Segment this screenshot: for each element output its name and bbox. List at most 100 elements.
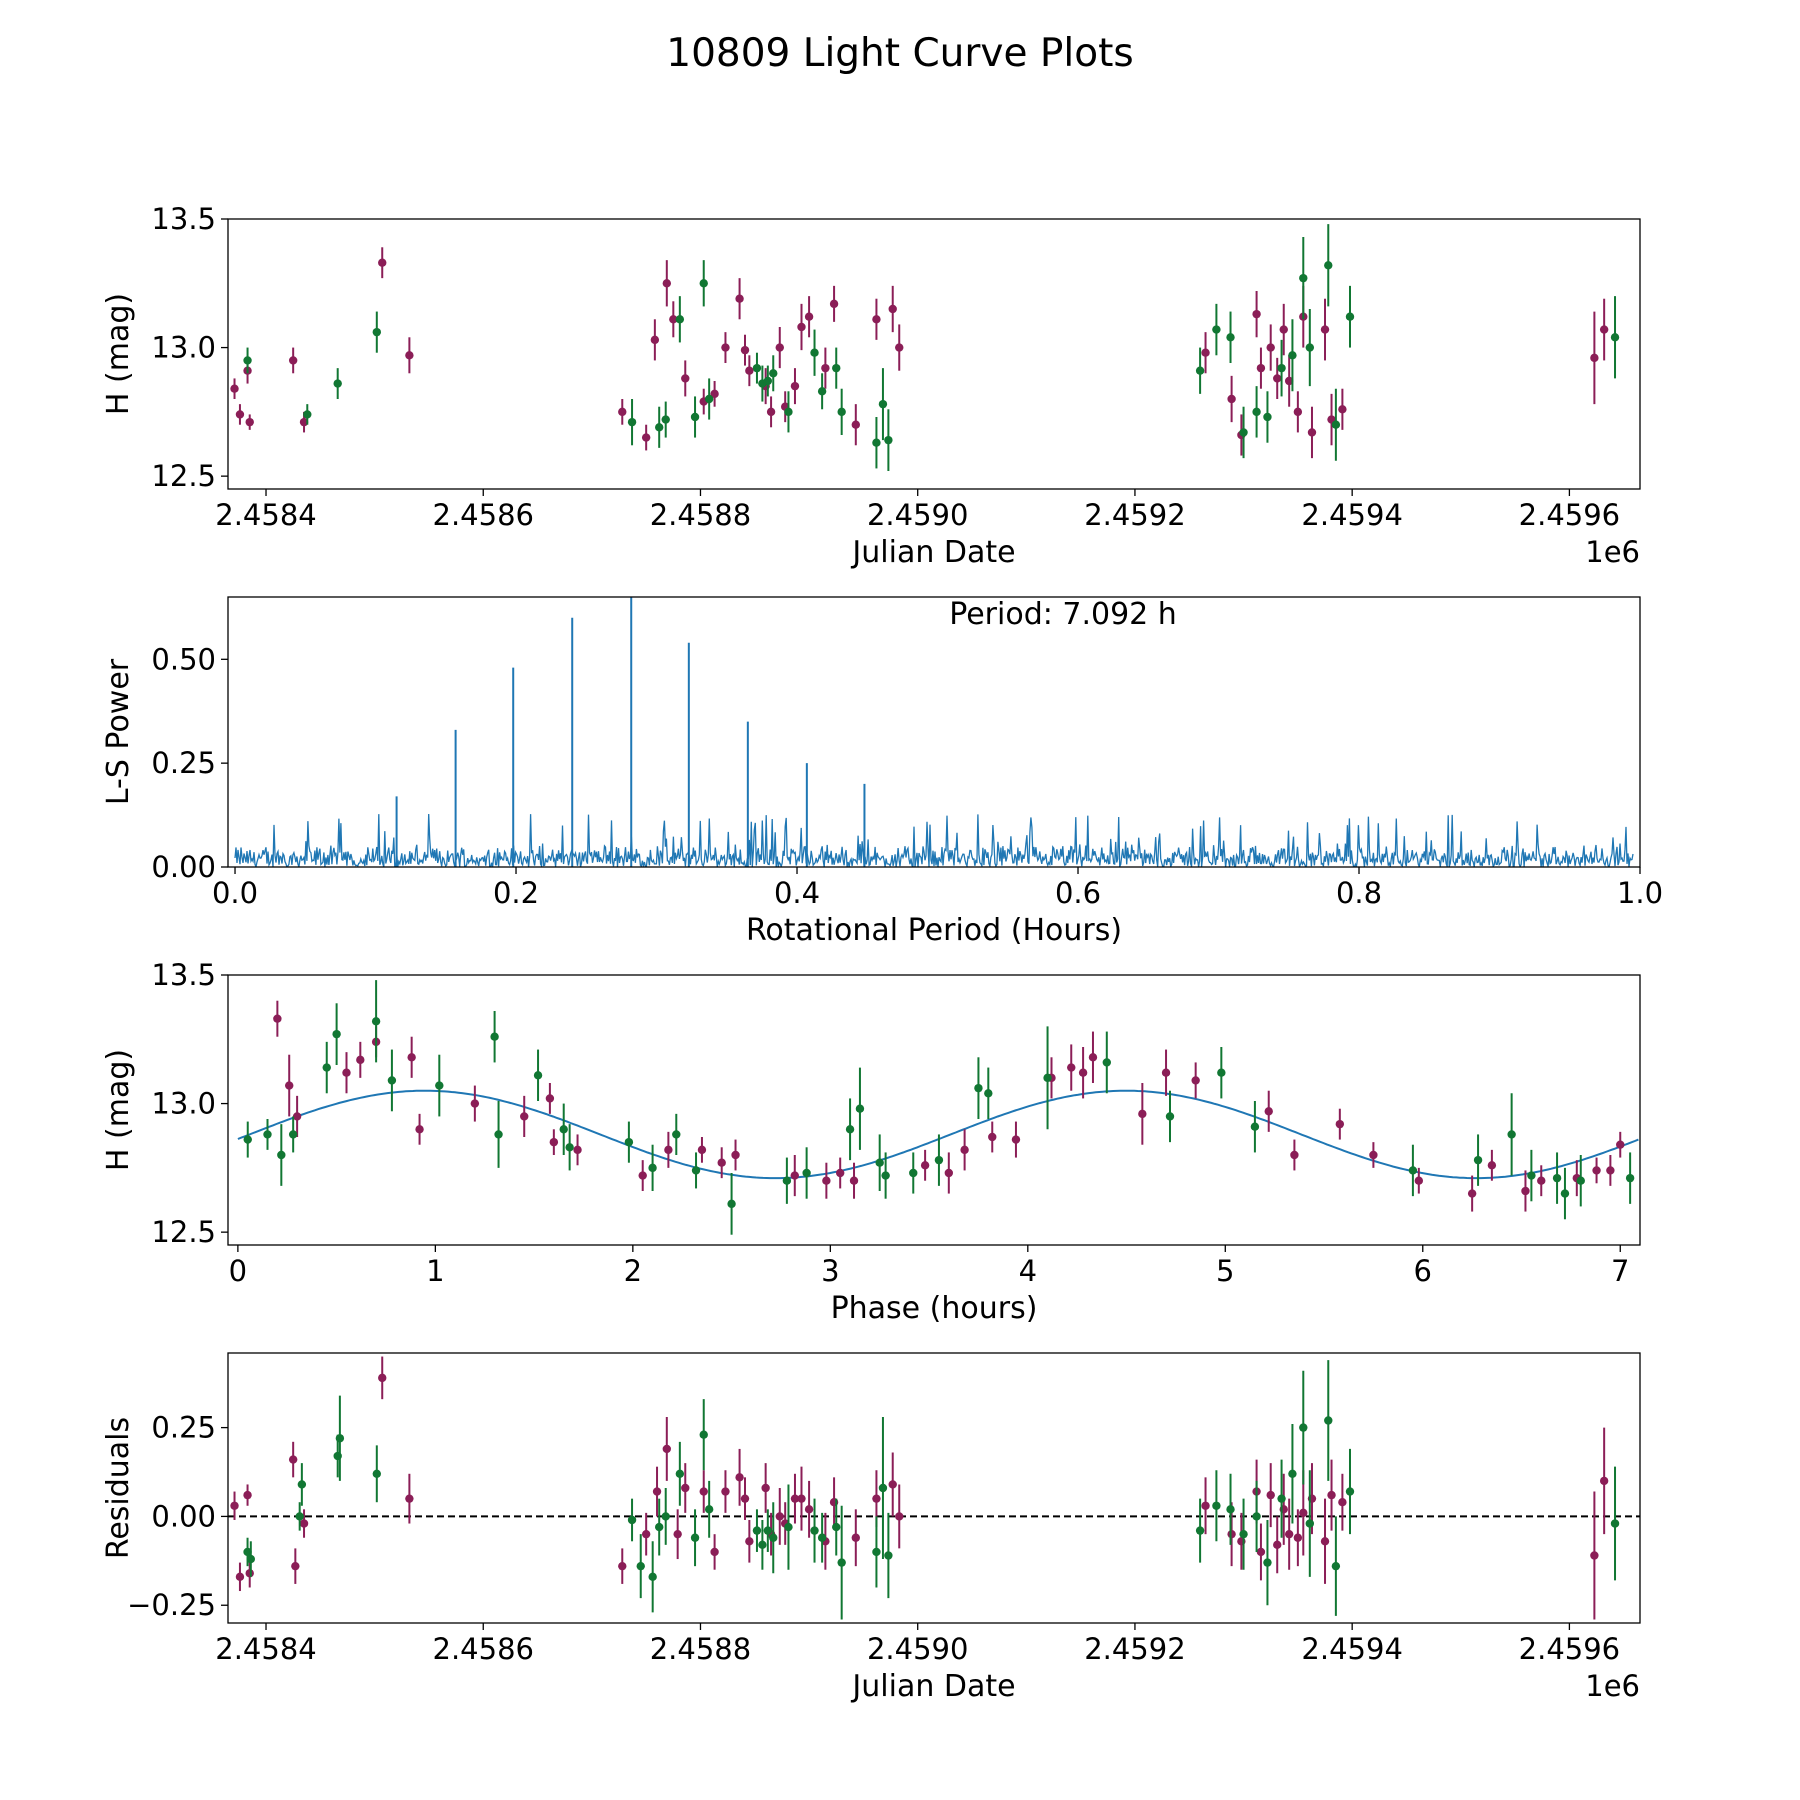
data-point	[1212, 1501, 1221, 1510]
data-point	[1590, 353, 1599, 363]
data-point	[727, 1199, 736, 1209]
data-point	[1345, 312, 1355, 321]
data-point	[655, 1522, 664, 1532]
data-point	[1331, 1561, 1341, 1571]
plot-area	[230, 224, 1620, 471]
axes-frame	[227, 1352, 1641, 1624]
data-point	[1284, 1529, 1294, 1539]
data-point	[245, 417, 254, 427]
y-axis-label: H (mag)	[101, 1049, 136, 1171]
data-point	[1043, 1073, 1052, 1083]
x-tick-label: 2.4588	[650, 1632, 751, 1666]
data-point	[909, 1168, 918, 1178]
data-point	[797, 322, 806, 332]
data-point	[1252, 309, 1261, 319]
y-tick-label: 0.00	[151, 1499, 216, 1533]
phased-lightcurve-panel: 0 1 2 3 4 5 6 7 12.5 13.0 13.5 Phase (hours) H (mag)	[101, 958, 1641, 1326]
data-point	[235, 410, 245, 419]
data-point	[878, 399, 888, 409]
data-point	[1473, 1155, 1483, 1165]
data-point	[690, 412, 700, 422]
data-point	[1256, 363, 1266, 373]
x-tick-label: 2.4592	[1084, 498, 1185, 532]
data-point	[1324, 1416, 1333, 1425]
x-tick-label: 2.4594	[1301, 1632, 1402, 1666]
data-point	[559, 1125, 568, 1134]
data-point	[875, 1158, 884, 1167]
data-point	[638, 1171, 647, 1180]
data-point	[627, 1515, 637, 1525]
data-point	[1227, 394, 1236, 404]
data-point	[775, 1512, 784, 1521]
data-point	[1263, 412, 1272, 422]
data-point	[672, 1130, 681, 1139]
data-point	[661, 415, 670, 424]
data-point	[797, 1494, 806, 1503]
data-point	[699, 1487, 708, 1496]
data-point	[618, 407, 627, 417]
x-axis-label: Julian Date	[850, 1669, 1015, 1704]
data-point	[288, 1130, 298, 1139]
data-point	[704, 1505, 714, 1514]
data-point	[872, 1494, 881, 1503]
data-point	[1610, 1519, 1620, 1528]
data-point	[245, 1569, 254, 1578]
data-point	[1408, 1166, 1418, 1175]
data-point	[988, 1132, 997, 1142]
data-point	[1599, 325, 1609, 334]
data-point	[1625, 1173, 1635, 1183]
data-point	[415, 1125, 424, 1134]
series-filter_b	[243, 1360, 1620, 1620]
data-point	[490, 1032, 499, 1041]
data-point	[387, 1076, 397, 1085]
data-point	[650, 335, 660, 345]
data-point	[1250, 1122, 1260, 1131]
data-point	[1212, 325, 1221, 334]
data-point	[627, 417, 637, 427]
data-point	[372, 1469, 382, 1478]
data-point	[1165, 1112, 1175, 1121]
data-point	[1266, 343, 1275, 352]
data-point	[371, 1017, 381, 1026]
data-point	[697, 1145, 707, 1155]
data-point	[752, 363, 762, 373]
data-point	[691, 1166, 701, 1175]
data-point	[763, 1526, 773, 1535]
y-tick-label: 13.0	[151, 331, 216, 365]
data-point	[855, 1104, 865, 1113]
data-point	[246, 1554, 256, 1564]
data-point	[1011, 1135, 1021, 1144]
data-point	[804, 312, 814, 321]
y-tick-label: −0.25	[127, 1588, 216, 1622]
plot-area	[237, 980, 1639, 1235]
data-point	[810, 1526, 819, 1535]
data-point	[662, 1444, 672, 1454]
data-point	[710, 389, 719, 399]
x-tick-label: 4	[1019, 1254, 1037, 1288]
data-point	[407, 1053, 416, 1062]
data-point	[470, 1099, 480, 1108]
data-point	[662, 279, 672, 288]
data-point	[303, 410, 312, 419]
data-point	[735, 1473, 744, 1482]
data-point	[1345, 1487, 1355, 1496]
data-point	[775, 343, 784, 352]
data-point	[888, 304, 897, 314]
data-point	[1226, 333, 1235, 342]
data-point	[1273, 374, 1282, 383]
y-tick-label: 13.5	[151, 202, 216, 236]
data-point	[1264, 1107, 1273, 1116]
data-point	[295, 1512, 304, 1521]
data-point	[533, 1071, 543, 1080]
data-point	[1293, 1533, 1303, 1542]
series-filter_a	[230, 1356, 1609, 1620]
series-filter_a	[273, 1000, 1625, 1212]
data-point	[835, 1168, 845, 1178]
data-point	[299, 417, 309, 427]
data-point	[277, 1150, 286, 1160]
data-point	[934, 1155, 944, 1165]
data-point	[745, 1537, 754, 1546]
data-point	[1320, 325, 1330, 334]
data-point	[1226, 1505, 1235, 1514]
